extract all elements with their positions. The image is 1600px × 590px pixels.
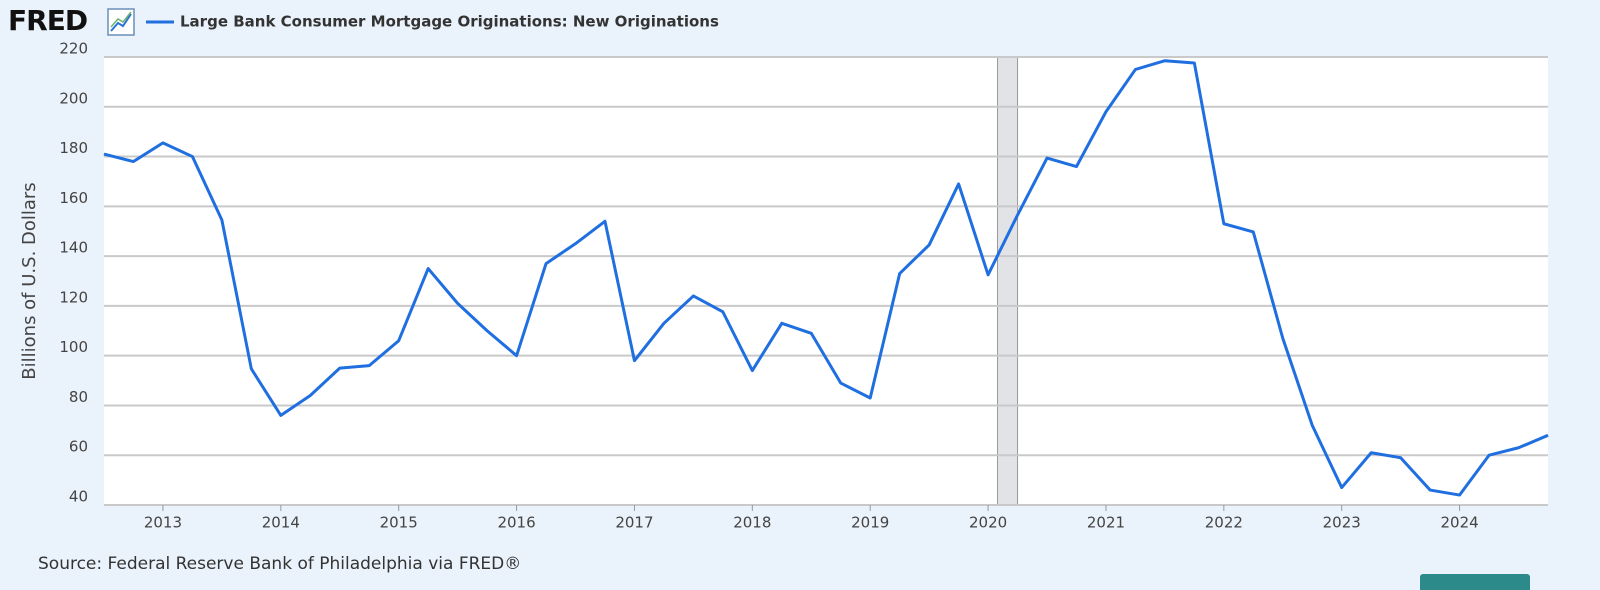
source: Source: Federal Reserve Bank of Philadel…	[38, 554, 521, 574]
y-tick-label: 140	[59, 239, 88, 257]
y-tick-label: 220	[59, 40, 88, 58]
x-tick-label: 2016	[497, 514, 535, 532]
y-tick-label: 120	[59, 288, 88, 306]
x-tick-label: 2021	[1087, 514, 1125, 532]
x-tick-label: 2015	[380, 514, 418, 532]
y-axis-title: Billions of U.S. Dollars	[19, 182, 40, 379]
recession-band	[997, 56, 1019, 506]
logo-icon	[107, 8, 135, 36]
logo: FRED	[8, 4, 87, 37]
y-tick-label: 180	[59, 139, 88, 157]
button[interactable]	[1420, 574, 1530, 590]
y-tick-label: 100	[59, 338, 88, 356]
x-tick-label: 2023	[1323, 514, 1361, 532]
y-tick-label: 160	[59, 189, 88, 207]
x-tick-label: 2018	[733, 514, 771, 532]
y-tick-label: 80	[69, 388, 88, 406]
y-tick-label: 40	[69, 488, 88, 506]
data-line	[103, 59, 1549, 497]
x-tick-label: 2014	[262, 514, 300, 532]
x-tick-label: 2024	[1440, 514, 1478, 532]
y-tick-label: 60	[69, 438, 88, 456]
x-tick-label: 2017	[615, 514, 653, 532]
y-tick-label: 200	[59, 89, 88, 107]
x-tick-label: 2022	[1205, 514, 1243, 532]
x-tick-label: 2019	[851, 514, 889, 532]
plot-area	[104, 57, 1548, 505]
x-tick-label: 2013	[144, 514, 182, 532]
legend-label[interactable]: Large Bank Consumer Mortgage Origination…	[180, 13, 719, 31]
x-tick-label: 2020	[969, 514, 1007, 532]
